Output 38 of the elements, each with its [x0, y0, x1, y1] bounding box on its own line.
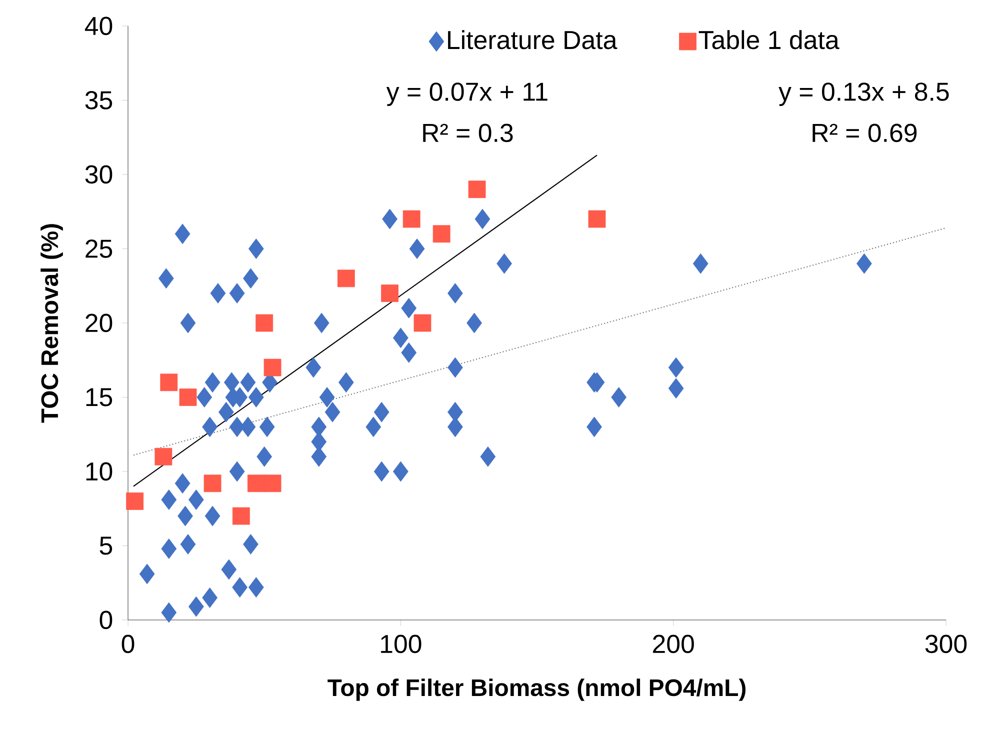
y-tick-label: 40	[84, 16, 112, 36]
point	[381, 284, 398, 302]
legend-label: Table 1 data	[698, 30, 840, 50]
x-tick-label: 300	[925, 634, 967, 654]
y-tick-label: 0	[100, 610, 112, 630]
point	[126, 492, 144, 510]
point	[432, 225, 450, 243]
x-tick-label: 0	[122, 634, 134, 654]
point	[154, 448, 172, 466]
y-tick-label: 25	[86, 240, 112, 258]
point	[179, 388, 197, 406]
point	[337, 270, 355, 288]
point	[160, 374, 178, 392]
annotation: y = 0.13x + 8.5	[778, 82, 949, 106]
legend-label: Literature Data	[448, 30, 618, 50]
y-tick-label: 35	[85, 91, 112, 110]
point	[402, 210, 420, 228]
point	[247, 474, 265, 492]
x-axis-title: Top of Filter Biomass (nmol PO4/mL)	[328, 678, 746, 701]
y-tick-label: 20	[86, 314, 112, 332]
y-tick-label: 30	[85, 165, 112, 184]
x-tick-label: 200	[653, 634, 694, 654]
point	[468, 180, 486, 198]
annotation: y = 0.07x + 11	[386, 82, 548, 106]
x-tick-label: 100	[381, 634, 422, 654]
point	[256, 314, 274, 332]
y-tick-label: 10	[86, 462, 112, 481]
point	[204, 474, 222, 492]
point	[414, 314, 432, 332]
point	[232, 507, 250, 525]
y-axis-title: TOC Removal (%)	[40, 224, 63, 423]
y-tick-label: 5	[100, 536, 112, 555]
point	[588, 210, 606, 228]
annotation: R² = 0.69	[812, 124, 917, 142]
point	[264, 358, 282, 376]
point	[264, 474, 282, 492]
y-tick-label: 15	[86, 388, 112, 406]
annotation: R² = 0.3	[423, 124, 513, 142]
